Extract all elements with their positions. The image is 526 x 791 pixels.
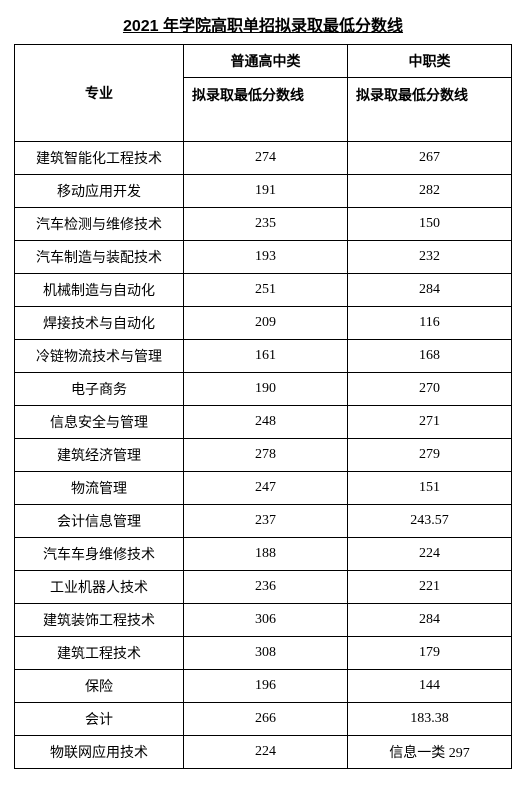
table-row: 保险196144 (15, 670, 512, 703)
cell-score-2: 267 (347, 142, 511, 175)
cell-major: 会计 (15, 703, 184, 736)
cell-score-1: 237 (183, 505, 347, 538)
cell-major: 信息安全与管理 (15, 406, 184, 439)
cell-score-2: 179 (347, 637, 511, 670)
cell-major: 会计信息管理 (15, 505, 184, 538)
cell-score-1: 248 (183, 406, 347, 439)
cell-score-2: 279 (347, 439, 511, 472)
cell-major: 建筑工程技术 (15, 637, 184, 670)
cell-score-1: 190 (183, 373, 347, 406)
cell-score-1: 191 (183, 175, 347, 208)
cell-score-1: 209 (183, 307, 347, 340)
cell-major: 建筑智能化工程技术 (15, 142, 184, 175)
table-row: 建筑工程技术308179 (15, 637, 512, 670)
cell-score-1: 161 (183, 340, 347, 373)
table-row: 汽车检测与维修技术235150 (15, 208, 512, 241)
cell-major: 物联网应用技术 (15, 736, 184, 769)
cell-score-1: 188 (183, 538, 347, 571)
cell-score-2: 168 (347, 340, 511, 373)
table-row: 物联网应用技术224信息一类 297 (15, 736, 512, 769)
cell-major: 移动应用开发 (15, 175, 184, 208)
cell-major: 汽车检测与维修技术 (15, 208, 184, 241)
cell-score-2: 284 (347, 274, 511, 307)
table-row: 信息安全与管理248271 (15, 406, 512, 439)
table-row: 物流管理247151 (15, 472, 512, 505)
header-sub-1: 拟录取最低分数线 (183, 78, 347, 142)
cell-score-2: 150 (347, 208, 511, 241)
table-row: 机械制造与自动化251284 (15, 274, 512, 307)
cell-score-2: 282 (347, 175, 511, 208)
cell-score-1: 308 (183, 637, 347, 670)
table-row: 建筑经济管理278279 (15, 439, 512, 472)
table-row: 焊接技术与自动化209116 (15, 307, 512, 340)
cell-score-1: 278 (183, 439, 347, 472)
cell-major: 保险 (15, 670, 184, 703)
table-row: 会计266183.38 (15, 703, 512, 736)
cell-major: 建筑经济管理 (15, 439, 184, 472)
cell-major: 汽车制造与装配技术 (15, 241, 184, 274)
table-row: 冷链物流技术与管理161168 (15, 340, 512, 373)
cell-score-2: 270 (347, 373, 511, 406)
cell-score-2: 284 (347, 604, 511, 637)
cell-score-1: 193 (183, 241, 347, 274)
cell-major: 机械制造与自动化 (15, 274, 184, 307)
table-row: 建筑智能化工程技术274267 (15, 142, 512, 175)
table-row: 建筑装饰工程技术306284 (15, 604, 512, 637)
table-body: 建筑智能化工程技术274267移动应用开发191282汽车检测与维修技术2351… (15, 142, 512, 769)
score-table: 专业 普通高中类 中职类 拟录取最低分数线 拟录取最低分数线 建筑智能化工程技术… (14, 44, 512, 769)
cell-score-2: 151 (347, 472, 511, 505)
header-major: 专业 (15, 45, 184, 142)
cell-score-1: 235 (183, 208, 347, 241)
cell-major: 冷链物流技术与管理 (15, 340, 184, 373)
cell-score-2: 183.38 (347, 703, 511, 736)
cell-score-2: 243.57 (347, 505, 511, 538)
cell-score-2: 221 (347, 571, 511, 604)
cell-score-2: 232 (347, 241, 511, 274)
cell-score-1: 236 (183, 571, 347, 604)
cell-major: 物流管理 (15, 472, 184, 505)
cell-major: 汽车车身维修技术 (15, 538, 184, 571)
cell-score-1: 274 (183, 142, 347, 175)
page-title: 2021 年学院高职单招拟录取最低分数线 (14, 12, 512, 36)
table-row: 工业机器人技术236221 (15, 571, 512, 604)
cell-score-2: 116 (347, 307, 511, 340)
cell-major: 焊接技术与自动化 (15, 307, 184, 340)
table-row: 移动应用开发191282 (15, 175, 512, 208)
table-row: 汽车制造与装配技术193232 (15, 241, 512, 274)
cell-score-2: 271 (347, 406, 511, 439)
cell-score-1: 266 (183, 703, 347, 736)
cell-score-1: 196 (183, 670, 347, 703)
cell-score-2: 224 (347, 538, 511, 571)
table-row: 会计信息管理237243.57 (15, 505, 512, 538)
cell-major: 电子商务 (15, 373, 184, 406)
table-row: 电子商务190270 (15, 373, 512, 406)
cell-major: 建筑装饰工程技术 (15, 604, 184, 637)
cell-score-2: 信息一类 297 (347, 736, 511, 769)
header-sub-2: 拟录取最低分数线 (347, 78, 511, 142)
cell-score-1: 251 (183, 274, 347, 307)
table-row: 汽车车身维修技术188224 (15, 538, 512, 571)
header-category-2: 中职类 (347, 45, 511, 78)
header-category-1: 普通高中类 (183, 45, 347, 78)
cell-score-1: 306 (183, 604, 347, 637)
table-header-top: 专业 普通高中类 中职类 (15, 45, 512, 78)
cell-score-2: 144 (347, 670, 511, 703)
cell-score-1: 224 (183, 736, 347, 769)
cell-major: 工业机器人技术 (15, 571, 184, 604)
cell-score-1: 247 (183, 472, 347, 505)
